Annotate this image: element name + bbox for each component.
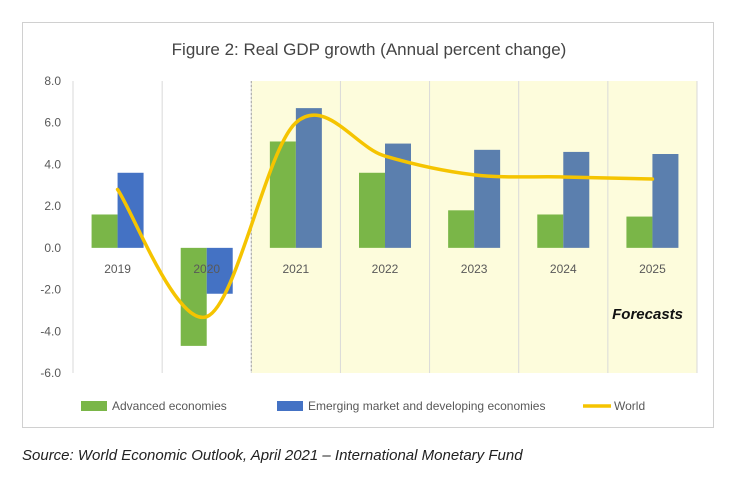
x-tick-label: 2025 — [639, 262, 666, 276]
bar-advanced-2022 — [359, 172, 385, 248]
y-tick-label: -6.0 — [40, 366, 61, 380]
bar-emerging-2025 — [652, 154, 679, 248]
forecast-label: Forecasts — [612, 306, 683, 323]
bar-advanced-2021 — [269, 141, 296, 248]
legend-world-label: World — [614, 399, 645, 413]
y-tick-label: 4.0 — [44, 157, 61, 171]
source-note: Source: World Economic Outlook, April 20… — [22, 447, 523, 464]
legend-advanced-label: Advanced economies — [112, 399, 227, 413]
chart-frame: Figure 2: Real GDP growth (Annual percen… — [22, 22, 714, 428]
y-tick-label: -2.0 — [40, 283, 61, 297]
x-tick-label: 2020 — [193, 262, 220, 276]
bar-emerging-2024 — [563, 151, 590, 248]
bar-advanced-2023 — [448, 210, 475, 248]
bar-advanced-2024 — [537, 214, 564, 248]
world-line — [115, 113, 655, 319]
legend-advanced-swatch — [81, 401, 107, 411]
y-tick-label: 2.0 — [44, 199, 61, 213]
legend-emerging-swatch — [277, 401, 303, 411]
x-tick-label: 2022 — [372, 262, 399, 276]
y-tick-label: -4.0 — [40, 324, 61, 338]
bar-advanced-2019 — [91, 214, 118, 248]
y-tick-label: 6.0 — [44, 116, 61, 130]
y-tick-label: 0.0 — [44, 241, 61, 255]
x-tick-label: 2019 — [104, 262, 131, 276]
bar-emerging-2023 — [474, 149, 501, 248]
x-tick-label: 2021 — [283, 262, 310, 276]
bar-emerging-2021 — [295, 108, 322, 248]
x-tick-label: 2023 — [461, 262, 488, 276]
bar-advanced-2020 — [180, 247, 207, 346]
gdp-growth-chart: Figure 2: Real GDP growth (Annual percen… — [40, 40, 698, 413]
legend-emerging-label: Emerging market and developing economies — [308, 399, 545, 413]
x-tick-label: 2024 — [550, 262, 577, 276]
chart-title: Figure 2: Real GDP growth (Annual percen… — [172, 40, 567, 59]
y-tick-label: 8.0 — [44, 74, 61, 88]
bar-advanced-2025 — [626, 216, 653, 248]
